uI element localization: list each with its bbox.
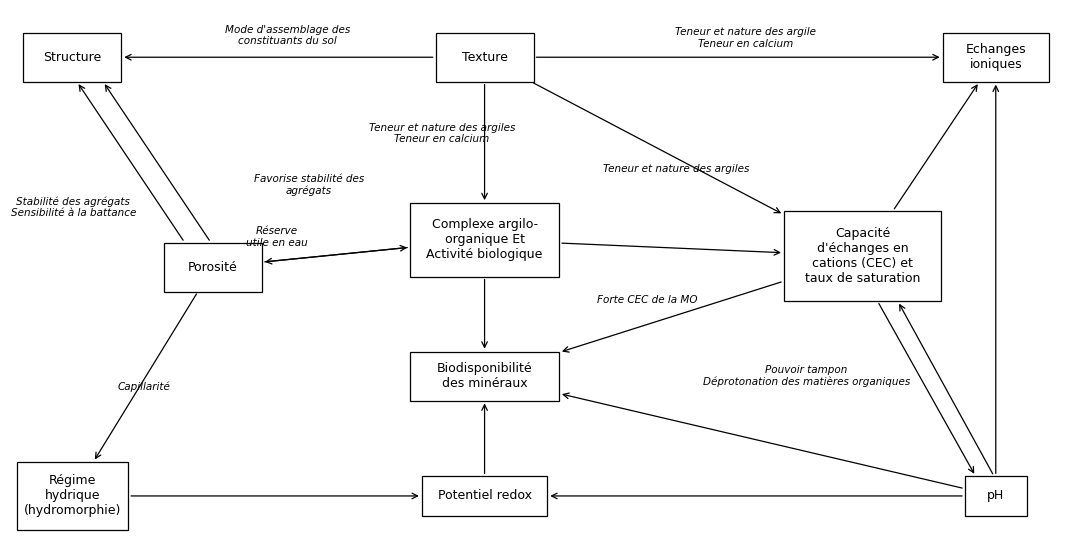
Text: Biodisponibilité
des minéraux: Biodisponibilité des minéraux [437, 362, 532, 390]
Text: Forte CEC de la MO: Forte CEC de la MO [597, 295, 698, 305]
Text: Capillarité: Capillarité [117, 382, 170, 392]
Text: Régime
hydrique
(hydromorphie): Régime hydrique (hydromorphie) [23, 475, 121, 517]
Text: Structure: Structure [44, 51, 101, 64]
Bar [784, 211, 941, 301]
Text: Potentiel redox: Potentiel redox [438, 489, 531, 502]
Text: Mode d'assemblage des
constituants du sol: Mode d'assemblage des constituants du so… [225, 25, 350, 46]
Bar [422, 476, 547, 516]
Text: Capacité
d'échanges en
cations (CEC) et
taux de saturation: Capacité d'échanges en cations (CEC) et … [805, 227, 920, 285]
Bar [17, 462, 128, 530]
Bar [965, 476, 1027, 516]
Text: Teneur et nature des argile
Teneur en calcium: Teneur et nature des argile Teneur en ca… [675, 27, 816, 49]
Text: Stabilité des agrégats
Sensibilité à la battance: Stabilité des agrégats Sensibilité à la … [11, 196, 136, 218]
Text: Texture: Texture [461, 51, 508, 64]
Bar [23, 33, 121, 82]
Text: Réserve
utile en eau: Réserve utile en eau [246, 226, 308, 248]
Text: Echanges
ioniques: Echanges ioniques [966, 43, 1026, 71]
Bar [436, 33, 534, 82]
Text: pH: pH [987, 489, 1004, 502]
Bar [943, 33, 1049, 82]
Text: Favorise stabilité des
agrégats: Favorise stabilité des agrégats [253, 174, 364, 196]
Text: Teneur et nature des argiles
Teneur en calcium: Teneur et nature des argiles Teneur en c… [368, 123, 515, 144]
Bar [410, 352, 559, 401]
Text: Porosité: Porosité [189, 261, 237, 274]
Text: Complexe argilo-
organique Et
Activité biologique: Complexe argilo- organique Et Activité b… [426, 219, 543, 261]
Bar [164, 243, 262, 292]
Text: Pouvoir tampon
Déprotonation des matières organiques: Pouvoir tampon Déprotonation des matière… [703, 365, 910, 387]
Text: Teneur et nature des argiles: Teneur et nature des argiles [603, 164, 750, 174]
Bar [410, 203, 559, 276]
